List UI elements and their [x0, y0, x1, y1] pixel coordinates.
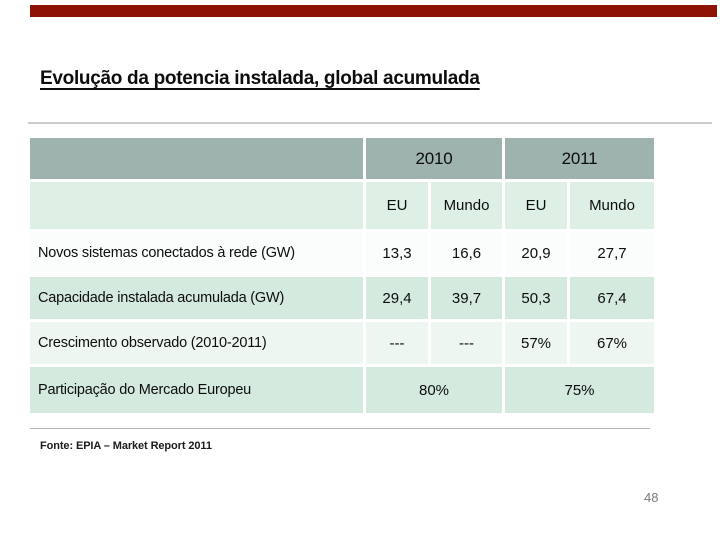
region-header-mundo-2010: Mundo	[431, 182, 502, 229]
row-label: Participação do Mercado Europeu	[30, 367, 363, 413]
table-row-capacidade: Capacidade instalada acumulada (GW) 29,4…	[30, 277, 655, 319]
source-note: Fonte: EPIA – Market Report 2011	[40, 440, 212, 452]
table-row-participacao: Participação do Mercado Europeu 80% 75%	[30, 367, 655, 413]
region-header-spacer	[30, 182, 363, 229]
region-header-mundo-2011: Mundo	[570, 182, 655, 229]
cell-value: 50,3	[505, 277, 567, 319]
cell-value: 67,4	[570, 277, 655, 319]
region-header-eu-2010: EU	[366, 182, 428, 229]
region-header-eu-2011: EU	[505, 182, 567, 229]
cell-value: 20,9	[505, 232, 567, 274]
table-row-crescimento: Crescimento observado (2010-2011) --- --…	[30, 322, 655, 364]
table-row-novos-sistemas: Novos sistemas conectados à rede (GW) 13…	[30, 232, 655, 274]
cell-value: 16,6	[431, 232, 502, 274]
slide-top-accent-bar	[30, 5, 717, 17]
cell-value: ---	[431, 322, 502, 364]
table-region-header-row: EU Mundo EU Mundo	[30, 182, 655, 229]
installed-power-table: 2010 2011 EU Mundo EU Mundo Novos sistem…	[27, 135, 658, 416]
table-corner-cell	[30, 138, 363, 179]
cell-value: 39,7	[431, 277, 502, 319]
cell-value: ---	[366, 322, 428, 364]
merged-cell-2011: 75%	[505, 367, 655, 413]
year-header-2011: 2011	[505, 138, 655, 179]
cell-value: 29,4	[366, 277, 428, 319]
cell-value: 27,7	[570, 232, 655, 274]
year-header-2010: 2010	[366, 138, 502, 179]
slide-title: Evolução da potencia instalada, global a…	[40, 68, 480, 89]
cell-value: 57%	[505, 322, 567, 364]
content-bottom-divider	[30, 428, 650, 429]
cell-value: 13,3	[366, 232, 428, 274]
merged-cell-2010: 80%	[366, 367, 502, 413]
row-label: Novos sistemas conectados à rede (GW)	[30, 232, 363, 274]
row-label: Crescimento observado (2010-2011)	[30, 322, 363, 364]
page-number: 48	[644, 490, 659, 505]
content-top-divider	[28, 122, 712, 124]
table-year-header-row: 2010 2011	[30, 138, 655, 179]
cell-value: 67%	[570, 322, 655, 364]
row-label: Capacidade instalada acumulada (GW)	[30, 277, 363, 319]
